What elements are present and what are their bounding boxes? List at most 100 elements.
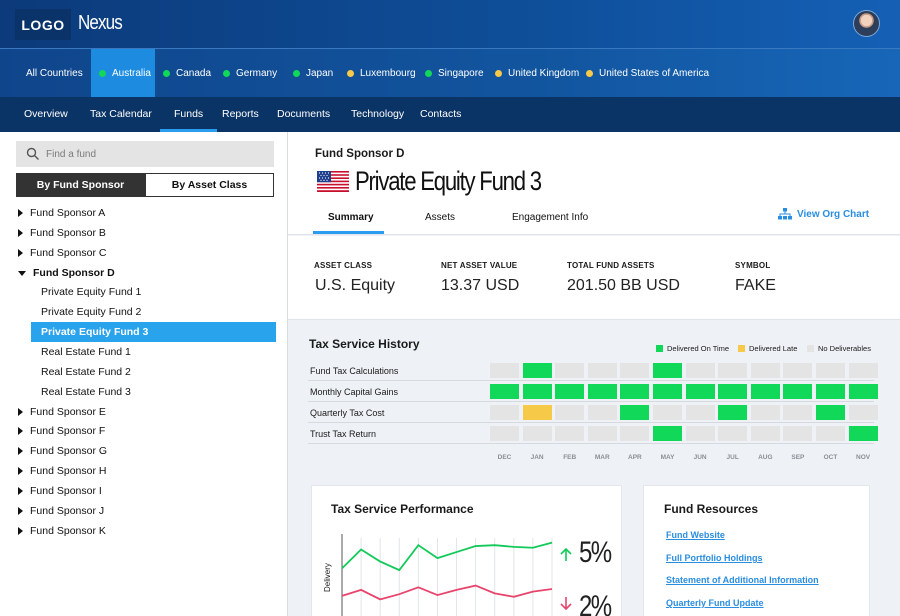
fund-website-link[interactable]: Fund Website (666, 530, 725, 540)
history-cell[interactable] (685, 384, 715, 399)
user-avatar[interactable] (853, 10, 880, 37)
country-usa[interactable]: United States of America (586, 49, 709, 97)
nav-funds[interactable]: Funds (159, 97, 218, 132)
history-cell[interactable] (816, 363, 845, 378)
caret-right-icon[interactable] (18, 249, 23, 257)
tree-sponsor-item[interactable]: Fund Sponsor G (18, 441, 107, 461)
statement-link[interactable]: Statement of Additional Information (666, 575, 819, 585)
country-singapore[interactable]: Singapore (425, 49, 484, 97)
caret-right-icon[interactable] (18, 209, 23, 217)
history-cell[interactable] (718, 426, 748, 441)
tab-summary[interactable]: Summary (328, 212, 374, 223)
nav-tax-calendar[interactable]: Tax Calendar (90, 108, 152, 120)
caret-right-icon[interactable] (18, 527, 23, 535)
tree-sponsor-item[interactable]: Fund Sponsor B (18, 223, 106, 243)
caret-down-icon[interactable] (18, 270, 26, 276)
history-cell[interactable] (718, 384, 748, 399)
view-org-chart-link[interactable]: View Org Chart (778, 208, 869, 220)
tree-sponsor-item[interactable]: Fund Sponsor E (18, 402, 106, 422)
portfolio-holdings-link[interactable]: Full Portfolio Holdings (666, 553, 763, 563)
history-cell[interactable] (848, 405, 878, 420)
caret-right-icon[interactable] (18, 408, 23, 416)
history-cell[interactable] (522, 384, 552, 399)
history-cell[interactable] (587, 363, 617, 378)
history-cell[interactable] (718, 363, 748, 378)
history-cell[interactable] (587, 426, 617, 441)
history-cell[interactable] (555, 405, 585, 420)
history-cell[interactable] (685, 363, 715, 378)
history-cell[interactable] (685, 426, 715, 441)
caret-right-icon[interactable] (18, 487, 23, 495)
tree-sponsor-item[interactable]: Fund Sponsor K (18, 521, 106, 541)
country-canada[interactable]: Canada (163, 49, 211, 97)
country-united-kingdom[interactable]: United Kingdom (495, 49, 579, 97)
history-cell[interactable] (555, 363, 585, 378)
country-japan[interactable]: Japan (293, 49, 333, 97)
history-cell[interactable] (653, 384, 682, 399)
history-cell[interactable] (522, 363, 552, 378)
caret-right-icon[interactable] (18, 467, 23, 475)
history-cell[interactable] (685, 405, 715, 420)
history-cell[interactable] (555, 384, 585, 399)
tree-sponsor-item[interactable]: Fund Sponsor D (18, 263, 115, 283)
history-cell[interactable] (750, 405, 780, 420)
tree-sponsor-item[interactable]: Fund Sponsor A (18, 203, 105, 223)
caret-right-icon[interactable] (18, 229, 23, 237)
tree-fund-item[interactable]: Private Equity Fund 3 (31, 322, 276, 342)
history-cell[interactable] (653, 405, 682, 420)
country-all[interactable]: All Countries (0, 49, 90, 97)
history-cell[interactable] (816, 426, 845, 441)
history-cell[interactable] (522, 405, 552, 420)
tree-sponsor-item[interactable]: Fund Sponsor C (18, 243, 106, 263)
country-germany[interactable]: Germany (223, 49, 277, 97)
tree-fund-item[interactable]: Real Estate Fund 3 (41, 382, 131, 402)
history-cell[interactable] (490, 405, 519, 420)
history-cell[interactable] (555, 426, 585, 441)
toggle-by-asset-class[interactable]: By Asset Class (145, 173, 274, 197)
history-cell[interactable] (783, 363, 813, 378)
nav-technology[interactable]: Technology (351, 108, 405, 120)
history-cell[interactable] (620, 363, 650, 378)
history-cell[interactable] (587, 405, 617, 420)
country-luxembourg[interactable]: Luxembourg (347, 49, 416, 97)
history-cell[interactable] (816, 384, 845, 399)
history-cell[interactable] (653, 426, 682, 441)
tree-sponsor-item[interactable]: Fund Sponsor I (18, 481, 102, 501)
history-cell[interactable] (848, 384, 878, 399)
history-cell[interactable] (620, 405, 650, 420)
country-australia[interactable]: Australia (91, 49, 155, 97)
tree-fund-item[interactable]: Private Equity Fund 2 (41, 302, 141, 322)
history-cell[interactable] (848, 363, 878, 378)
tree-fund-item[interactable]: Real Estate Fund 2 (41, 362, 131, 382)
history-cell[interactable] (490, 426, 519, 441)
history-cell[interactable] (848, 426, 878, 441)
tree-fund-item[interactable]: Real Estate Fund 1 (41, 342, 131, 362)
fund-search-input[interactable]: Find a fund (16, 141, 274, 167)
history-cell[interactable] (587, 384, 617, 399)
history-cell[interactable] (783, 426, 813, 441)
toggle-by-fund-sponsor[interactable]: By Fund Sponsor (16, 173, 145, 197)
history-cell[interactable] (620, 426, 650, 441)
tree-fund-item[interactable]: Private Equity Fund 1 (41, 282, 141, 302)
history-cell[interactable] (620, 384, 650, 399)
tree-sponsor-item[interactable]: Fund Sponsor F (18, 421, 105, 441)
tab-engagement-info[interactable]: Engagement Info (512, 212, 589, 223)
nav-contacts[interactable]: Contacts (420, 108, 462, 120)
tab-assets[interactable]: Assets (425, 212, 456, 223)
history-cell[interactable] (522, 426, 552, 441)
nav-reports[interactable]: Reports (222, 108, 259, 120)
history-cell[interactable] (750, 384, 780, 399)
history-cell[interactable] (750, 426, 780, 441)
history-cell[interactable] (718, 405, 748, 420)
tree-sponsor-item[interactable]: Fund Sponsor J (18, 501, 104, 521)
history-cell[interactable] (490, 363, 519, 378)
history-cell[interactable] (653, 363, 682, 378)
nav-documents[interactable]: Documents (277, 108, 331, 120)
quarterly-update-link[interactable]: Quarterly Fund Update (666, 598, 764, 608)
history-cell[interactable] (783, 405, 813, 420)
history-cell[interactable] (783, 384, 813, 399)
logo[interactable]: LOGO (15, 9, 71, 40)
nav-overview[interactable]: Overview (24, 108, 68, 120)
history-cell[interactable] (750, 363, 780, 378)
history-cell[interactable] (490, 384, 519, 399)
